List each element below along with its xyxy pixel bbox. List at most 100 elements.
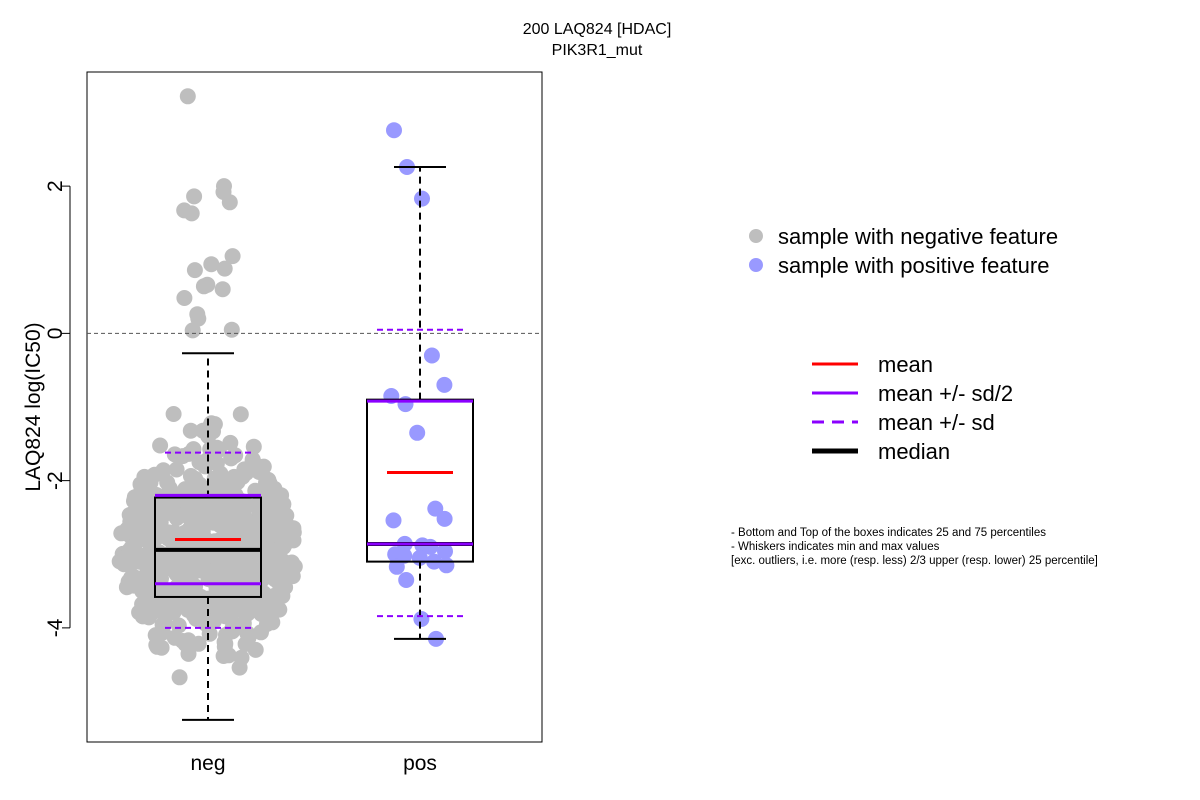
neg-sample-point <box>139 569 156 585</box>
pos-sample-point <box>423 347 440 364</box>
legend-line-label: mean <box>878 352 933 377</box>
pos-sample-point <box>398 572 415 588</box>
legend: sample with negative feature sample with … <box>749 224 1058 464</box>
pos-sample-point <box>436 510 453 527</box>
neg-sample-point <box>130 490 147 507</box>
x-tick-label: neg <box>190 752 225 775</box>
neg-sample-point <box>261 491 278 508</box>
neg-sample-point <box>171 669 188 686</box>
legend-line-label: mean +/- sd <box>878 410 995 435</box>
neg-sample-point <box>123 509 140 526</box>
neg-sample-point <box>263 546 280 563</box>
note-line: - Whiskers indicates min and max values <box>731 541 940 553</box>
neg-sample-point <box>233 531 250 548</box>
neg-sample-point <box>227 514 244 531</box>
neg-sample-point <box>227 447 244 464</box>
neg-sample-point <box>170 617 187 634</box>
neg-sample-point <box>186 499 203 516</box>
legend-point-swatch <box>749 258 763 272</box>
pos-sample-point <box>414 190 430 207</box>
y-tick-label: -2 <box>44 471 67 490</box>
neg-sample-point <box>244 451 261 468</box>
pos-sample-point <box>386 122 402 139</box>
neg-sample-point <box>179 88 196 105</box>
neg-sample-point <box>182 422 199 439</box>
legend-point-label: sample with negative feature <box>778 224 1058 249</box>
neg-sample-point <box>124 523 141 540</box>
note-line: - Bottom and Top of the boxes indicates … <box>731 527 1046 539</box>
pos-sample-point <box>413 611 430 627</box>
neg-sample-point <box>203 256 220 273</box>
neg-sample-point <box>206 533 223 550</box>
neg-sample-point <box>123 539 140 556</box>
neg-sample-point <box>229 474 246 491</box>
notes: - Bottom and Top of the boxes indicates … <box>731 527 1098 567</box>
pos-sample-point <box>437 543 453 560</box>
neg-sample-point <box>152 595 169 611</box>
neg-sample-point <box>220 568 237 585</box>
neg-sample-point <box>239 625 256 642</box>
neg-sample-point <box>168 579 185 596</box>
neg-sample-point <box>268 504 285 521</box>
neg-sample-point <box>152 437 169 454</box>
y-tick-label: -4 <box>44 618 67 637</box>
chart-subtitle: PIK3R1_mut <box>552 42 643 59</box>
pos-sample-point <box>409 424 426 441</box>
neg-sample-point <box>180 596 197 613</box>
neg-sample-point <box>186 262 203 279</box>
neg-sample-point <box>131 604 148 621</box>
x-tick-label: pos <box>403 752 437 775</box>
pos-sample-point <box>427 500 444 517</box>
neg-sample-point <box>168 461 185 478</box>
neg-sample-point <box>253 624 269 641</box>
pos-points-layer <box>383 122 455 647</box>
neg-sample-point <box>233 649 250 666</box>
pos-sample-point <box>385 512 402 529</box>
legend-line-label: mean +/- sd/2 <box>878 381 1013 406</box>
neg-sample-point <box>174 633 191 649</box>
y-axis-title: LAQ824 log(IC50) <box>22 322 45 491</box>
y-tick-label: 0 <box>44 328 67 340</box>
neg-sample-point <box>140 522 157 539</box>
pos-sample-point <box>436 376 453 393</box>
neg-sample-point <box>232 406 249 423</box>
neg-sample-point <box>195 278 212 295</box>
neg-sample-point <box>186 188 203 205</box>
neg-sample-point <box>158 525 175 542</box>
neg-sample-point <box>221 194 238 211</box>
neg-sample-point <box>268 591 285 608</box>
pos-sample-point <box>397 396 414 413</box>
plot-frame <box>86 71 543 743</box>
neg-sample-point <box>184 322 201 339</box>
neg-sample-point <box>277 579 294 596</box>
pos-sample-point <box>388 558 405 575</box>
iqr-box <box>154 496 262 598</box>
neg-sample-point <box>116 551 133 568</box>
neg-sample-point <box>183 205 200 222</box>
x-axis: neg pos <box>190 752 436 775</box>
neg-sample-point <box>191 454 208 471</box>
neg-sample-point <box>149 638 166 655</box>
box-layer <box>154 165 474 721</box>
legend-point-swatch <box>749 229 763 243</box>
neg-sample-point <box>178 562 195 579</box>
neg-sample-point <box>216 260 233 277</box>
neg-sample-point <box>251 464 268 480</box>
neg-sample-point <box>154 500 171 517</box>
note-line: [exc. outliers, i.e. more (resp. less) 2… <box>731 555 1098 567</box>
neg-sample-point <box>136 474 153 491</box>
y-axis: -4 -2 0 2 <box>44 180 71 637</box>
neg-sample-point <box>165 406 182 422</box>
pos-sample-point <box>438 557 455 574</box>
chart-title: 200 LAQ824 [HDAC] <box>523 21 672 38</box>
neg-sample-point <box>224 248 241 265</box>
neg-sample-point <box>167 506 184 523</box>
neg-sample-point <box>210 441 227 458</box>
iqr-box <box>366 398 474 563</box>
y-tick-label: 2 <box>44 180 67 192</box>
neg-sample-point <box>230 598 247 615</box>
neg-sample-point <box>174 448 191 465</box>
neg-sample-point <box>217 608 234 625</box>
neg-sample-point <box>214 281 231 298</box>
